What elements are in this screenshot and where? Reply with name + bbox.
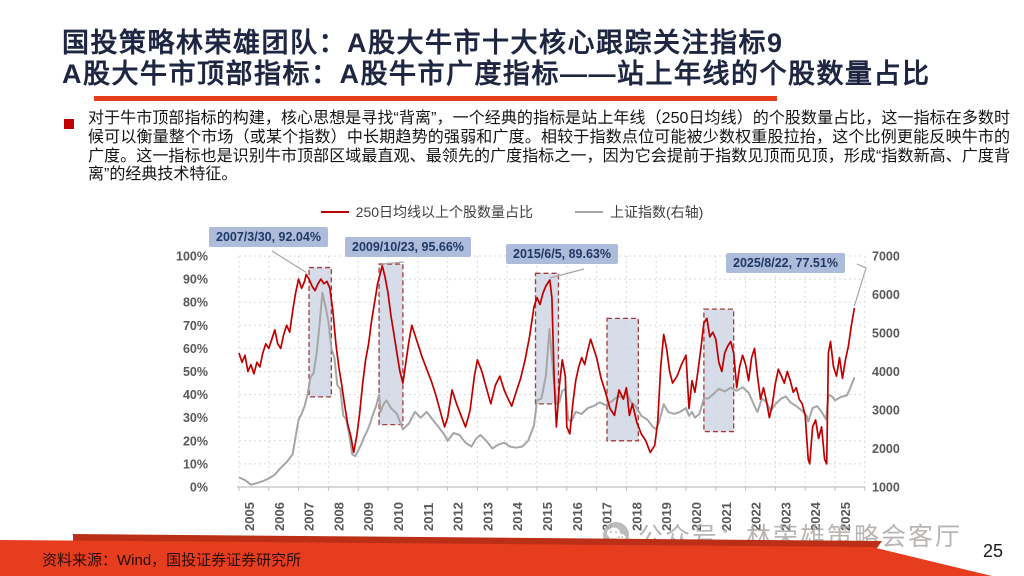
gray-line-swatch-icon — [575, 211, 604, 213]
title-underline — [94, 96, 777, 101]
svg-text:2007: 2007 — [302, 502, 317, 531]
svg-text:2010: 2010 — [391, 502, 406, 531]
body-paragraph: 对于牛市顶部指标的构建，核心思想是寻找“背离”，一个经典的指标是站上年线（250… — [88, 110, 1010, 184]
annotation-2015-peak: 2015/6/5, 89.63% — [506, 244, 618, 264]
svg-text:2014: 2014 — [510, 501, 525, 531]
svg-text:60%: 60% — [183, 342, 208, 356]
svg-text:70%: 70% — [183, 319, 208, 333]
svg-text:80%: 80% — [183, 296, 208, 310]
svg-text:2013: 2013 — [480, 502, 495, 531]
svg-text:3000: 3000 — [872, 404, 900, 418]
title-line-1: 国投策略林荣雄团队：A股大牛市十大核心跟踪关注指标9 — [62, 28, 784, 58]
page-number: 25 — [983, 541, 1004, 561]
svg-text:2015: 2015 — [540, 502, 555, 531]
svg-text:6000: 6000 — [872, 288, 900, 302]
title-line-2: A股大牛市顶部指标：A股牛市广度指标——站上年线的个股数量占比 — [62, 59, 931, 89]
svg-text:40%: 40% — [183, 388, 208, 402]
svg-text:2008: 2008 — [331, 502, 346, 531]
watermark-text: 公众号：林荣雄策略会客厅 — [638, 523, 963, 551]
svg-text:50%: 50% — [183, 365, 208, 379]
annotation-2007-peak: 2007/3/30, 92.04% — [209, 227, 328, 247]
red-line-swatch-icon — [320, 211, 349, 213]
svg-text:2011: 2011 — [421, 503, 436, 531]
svg-text:5000: 5000 — [872, 327, 900, 341]
svg-text:4000: 4000 — [872, 365, 900, 379]
legend-label-index: 上证指数(右轴) — [610, 204, 704, 220]
svg-text:2000: 2000 — [872, 442, 900, 456]
legend-label-breadth: 250日均线以上个股数量占比 — [355, 204, 534, 220]
chart-legend: 250日均线以上个股数量占比 上证指数(右轴) — [0, 202, 1024, 222]
bullet-square-icon — [64, 119, 74, 129]
svg-text:2016: 2016 — [570, 502, 585, 531]
page-title: 国投策略林荣雄团队：A股大牛市十大核心跟踪关注指标9 A股大牛市顶部指标：A股牛… — [62, 28, 1002, 90]
svg-text:90%: 90% — [183, 273, 208, 287]
svg-text:2006: 2006 — [272, 502, 287, 531]
svg-text:0%: 0% — [190, 481, 208, 495]
svg-text:10%: 10% — [183, 457, 208, 471]
svg-text:100%: 100% — [176, 250, 208, 264]
svg-text:20%: 20% — [183, 434, 208, 448]
svg-text:2012: 2012 — [451, 502, 466, 531]
watermark: 公众号：林荣雄策略会客厅 — [602, 517, 962, 553]
annotation-2009-peak: 2009/10/23, 95.66% — [345, 237, 471, 257]
svg-text:2009: 2009 — [361, 502, 376, 531]
wechat-icon — [603, 522, 629, 548]
legend-item-breadth: 250日均线以上个股数量占比 — [320, 202, 534, 222]
svg-text:1000: 1000 — [872, 481, 900, 495]
source-note: 资料来源：Wind，国投证券证券研究所 — [42, 552, 302, 569]
legend-item-index: 上证指数(右轴) — [575, 202, 703, 222]
svg-text:30%: 30% — [183, 411, 208, 425]
annotation-2025-peak: 2025/8/22, 77.51% — [726, 253, 845, 273]
svg-text:7000: 7000 — [872, 250, 900, 264]
svg-text:2005: 2005 — [242, 502, 257, 531]
